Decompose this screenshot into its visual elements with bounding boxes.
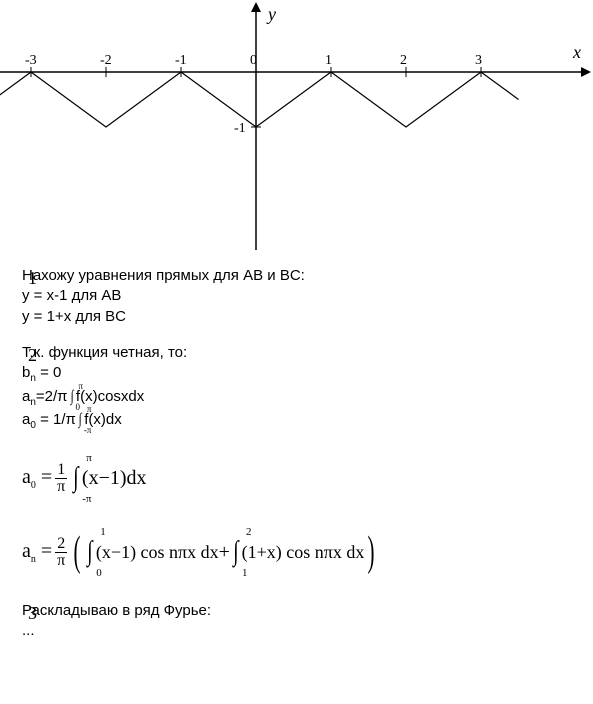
content: 1 Нахожу уравнения прямых для AB и BC: y…: [0, 266, 593, 641]
close-paren-icon: ): [368, 524, 375, 581]
eq-a0: a0 = 1 π π ∫ -π (x−1)dx: [22, 454, 583, 502]
integral-icon: ∫: [70, 386, 73, 408]
step3-number: 3: [28, 601, 37, 625]
an-lhs: an =: [22, 538, 52, 567]
step3-dots: ...: [22, 621, 583, 641]
a0-frac: 1 π: [55, 462, 67, 495]
an-int1-body: (x−1) cos nπx dx: [96, 540, 219, 564]
svg-text:3: 3: [475, 53, 482, 68]
a0-eq: = 1/π: [36, 411, 76, 428]
svg-text:-1: -1: [175, 53, 187, 68]
svg-text:1: 1: [325, 53, 332, 68]
an-integral-1: 1 ∫ 0: [86, 533, 94, 571]
step2-bn: bn = 0: [22, 363, 583, 386]
a0b-upper: π: [86, 451, 92, 466]
an-frac-num: 2: [55, 536, 67, 553]
step-2: 2 Т.к. функция четная, то: bn = 0 an=2/π…: [22, 343, 583, 432]
anh-eq: =: [36, 540, 52, 562]
integral-icon: ∫: [79, 409, 82, 431]
an2-lower: 1: [242, 566, 248, 581]
an-body: f(x)cosxdx: [76, 387, 144, 404]
svg-text:x: x: [572, 42, 581, 62]
an1-upper: 1: [100, 525, 106, 540]
integral-icon: ∫: [73, 459, 78, 497]
a0-frac-num: 1: [55, 462, 67, 479]
a0-big-integral: π ∫ -π: [72, 459, 80, 497]
step2-an: an=2/ππ∫0f(x)cosxdx: [22, 386, 583, 409]
step2-title: Т.к. функция четная, то:: [22, 343, 583, 363]
a0b-lower: -π: [82, 492, 91, 507]
step2-number: 2: [28, 343, 37, 367]
a0-int-lower: -π: [84, 424, 92, 436]
an1-lower: 0: [96, 566, 102, 581]
eq-an: an = 2 π ( 1 ∫ 0 (x−1) cos nπx dx + 2 ∫ …: [22, 524, 583, 581]
step2-a0: a0 = 1/ππ∫-πf(x)dx: [22, 409, 583, 432]
bn-rhs: = 0: [40, 364, 61, 381]
graph-svg: y x -3 -2 -1 0 1 2 3 -1: [0, 0, 593, 260]
a0-integral: π∫-π: [78, 409, 82, 431]
step1-number: 1: [28, 266, 37, 290]
svg-text:y: y: [266, 4, 276, 24]
an-int2-body: (1+x) cos nπx dx: [242, 540, 365, 564]
step1-line2: y = 1+x для BC: [22, 307, 583, 327]
svg-text:-2: -2: [100, 53, 112, 68]
graph-area: y x -3 -2 -1 0 1 2 3 -1: [0, 0, 593, 260]
a0-body: (x−1)dx: [82, 465, 147, 492]
a0h-eq: =: [36, 466, 52, 488]
an2-upper: 2: [246, 525, 252, 540]
integral-icon: ∫: [233, 533, 238, 571]
svg-text:0: 0: [250, 53, 257, 68]
open-paren-icon: (: [74, 524, 81, 581]
an-integral: π∫0: [70, 386, 74, 408]
step-1: 1 Нахожу уравнения прямых для AB и BC: y…: [22, 266, 583, 327]
svg-text:-3: -3: [25, 53, 37, 68]
anh-a: a: [22, 540, 31, 562]
svg-text:2: 2: [400, 53, 407, 68]
a0-lhs: a0 =: [22, 464, 52, 493]
an-integral-2: 2 ∫ 1: [232, 533, 240, 571]
an-frac: 2 π: [55, 536, 67, 569]
step1-title: Нахожу уравнения прямых для AB и BC:: [22, 266, 583, 286]
an-int-upper: π: [79, 380, 84, 392]
an-plus: +: [219, 539, 230, 566]
a0-frac-den: π: [55, 479, 67, 495]
an-eq: =2/π: [36, 387, 68, 404]
bn-sub: n: [30, 373, 36, 384]
step-3: 3 Раскладываю в ряд Фурье: ...: [22, 601, 583, 642]
an-frac-den: π: [55, 553, 67, 569]
svg-text:-1: -1: [234, 121, 246, 136]
integral-icon: ∫: [87, 533, 92, 571]
step1-line1: y = x-1 для AB: [22, 286, 583, 306]
a0-int-upper: π: [87, 403, 92, 415]
a0h-a: a: [22, 466, 31, 488]
step3-title: Раскладываю в ряд Фурье:: [22, 601, 583, 621]
